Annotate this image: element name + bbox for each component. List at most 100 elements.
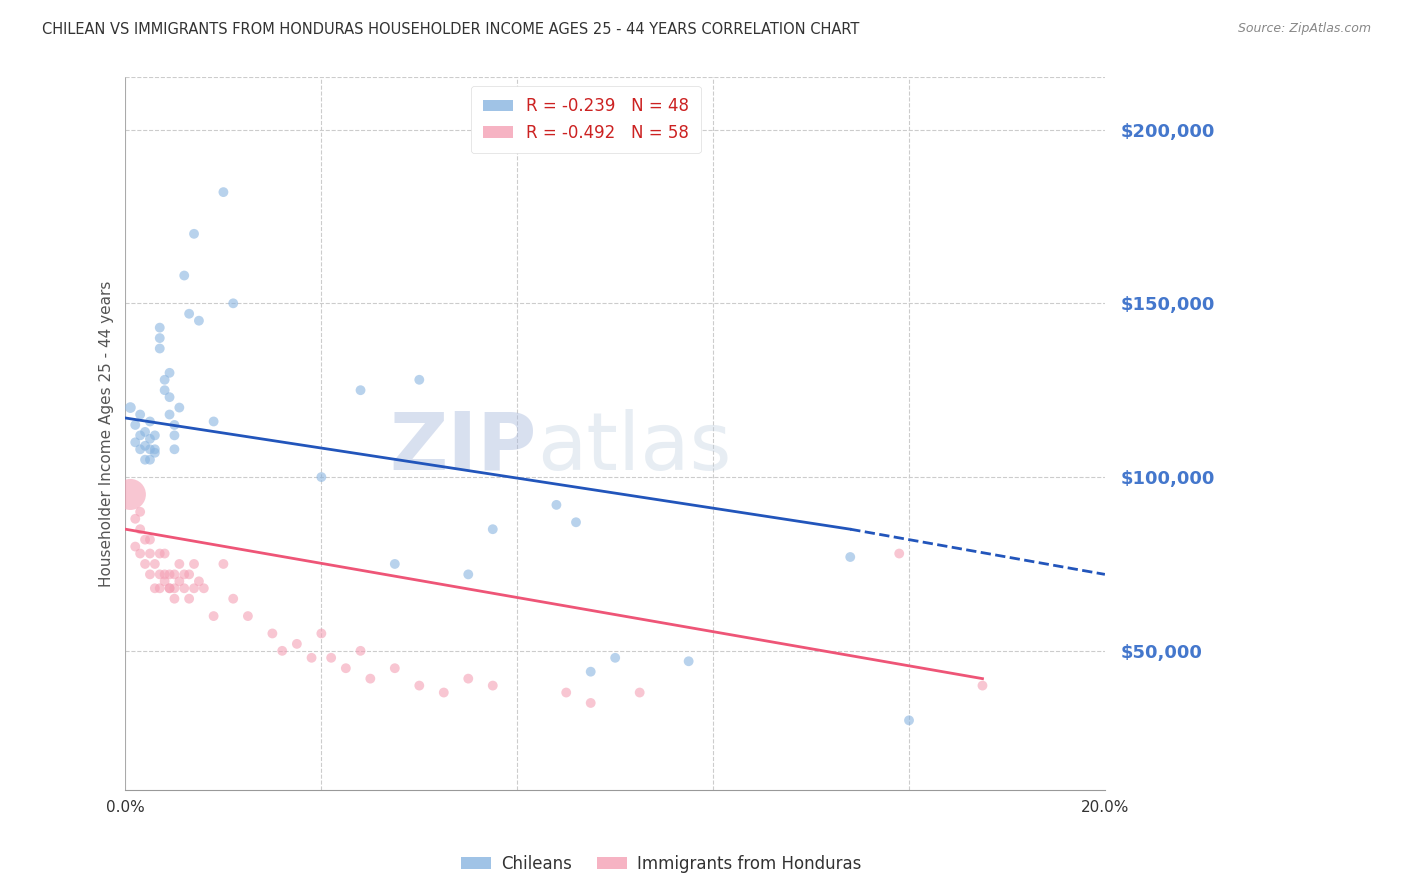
Point (134, 425, 156, 439)
Point (546, 498, 568, 512)
Point (212, 557, 235, 571)
Point (183, 227, 205, 241)
Point (212, 185, 235, 199)
Point (408, 679, 430, 693)
Point (301, 650, 323, 665)
Point (169, 557, 191, 571)
Point (311, 626, 333, 640)
Point (163, 582, 186, 596)
Text: ZIP: ZIP (389, 409, 537, 487)
Point (139, 442, 162, 457)
Point (579, 696, 602, 710)
Point (183, 557, 205, 571)
Point (898, 714, 921, 728)
Point (222, 296, 245, 310)
Point (129, 428, 152, 442)
Point (169, 401, 191, 415)
Legend: R = -0.239   N = 48, R = -0.492   N = 58: R = -0.239 N = 48, R = -0.492 N = 58 (471, 86, 700, 153)
Point (889, 547, 911, 561)
Point (143, 428, 166, 442)
Point (159, 582, 181, 596)
Point (163, 591, 186, 606)
Text: CHILEAN VS IMMIGRANTS FROM HONDURAS HOUSEHOLDER INCOME AGES 25 - 44 YEARS CORREL: CHILEAN VS IMMIGRANTS FROM HONDURAS HOUS… (42, 22, 859, 37)
Point (163, 442, 186, 457)
Point (159, 567, 181, 582)
Point (408, 373, 430, 387)
Point (159, 582, 181, 596)
Point (134, 452, 156, 467)
Point (187, 574, 209, 589)
Point (579, 665, 602, 679)
Point (678, 654, 700, 668)
Point (202, 415, 225, 429)
Point (134, 557, 156, 571)
Point (124, 417, 146, 432)
Point (153, 567, 176, 582)
Point (262, 626, 284, 640)
Point (605, 650, 627, 665)
Point (149, 342, 172, 356)
Point (349, 383, 371, 397)
Point (143, 557, 166, 571)
Point (349, 644, 371, 658)
Point (139, 547, 162, 561)
Point (972, 679, 994, 693)
Point (124, 512, 146, 526)
Point (139, 415, 162, 429)
Point (311, 470, 333, 484)
Legend: Chileans, Immigrants from Honduras: Chileans, Immigrants from Honduras (454, 848, 868, 880)
Point (159, 390, 181, 404)
Point (179, 567, 201, 582)
Point (173, 268, 195, 283)
Point (129, 547, 152, 561)
Point (202, 609, 225, 624)
Point (139, 452, 162, 467)
Point (163, 567, 186, 582)
Point (173, 582, 195, 596)
Point (271, 644, 294, 658)
Point (149, 547, 172, 561)
Point (321, 650, 343, 665)
Point (163, 428, 186, 442)
Point (143, 446, 166, 460)
Point (139, 432, 162, 446)
Text: atlas: atlas (537, 409, 731, 487)
Point (481, 679, 503, 693)
Point (335, 661, 357, 675)
Point (193, 582, 215, 596)
Point (384, 661, 406, 675)
Point (153, 547, 176, 561)
Point (139, 533, 162, 547)
Point (153, 574, 176, 589)
Point (139, 567, 162, 582)
Y-axis label: Householder Income Ages 25 - 44 years: Householder Income Ages 25 - 44 years (100, 280, 114, 587)
Point (457, 672, 479, 686)
Point (565, 515, 588, 529)
Point (149, 582, 172, 596)
Point (143, 582, 166, 596)
Point (149, 320, 172, 334)
Point (124, 540, 146, 554)
Point (159, 408, 181, 422)
Point (124, 435, 146, 450)
Text: Source: ZipAtlas.com: Source: ZipAtlas.com (1237, 22, 1371, 36)
Point (236, 609, 259, 624)
Point (285, 637, 308, 651)
Point (839, 549, 862, 564)
Point (134, 533, 156, 547)
Point (222, 591, 245, 606)
Point (457, 567, 479, 582)
Point (120, 487, 142, 501)
Point (149, 331, 172, 345)
Point (129, 408, 152, 422)
Point (143, 442, 166, 457)
Point (187, 314, 209, 328)
Point (179, 307, 201, 321)
Point (153, 373, 176, 387)
Point (120, 401, 142, 415)
Point (129, 505, 152, 519)
Point (129, 442, 152, 457)
Point (555, 685, 578, 699)
Point (173, 567, 195, 582)
Point (129, 522, 152, 536)
